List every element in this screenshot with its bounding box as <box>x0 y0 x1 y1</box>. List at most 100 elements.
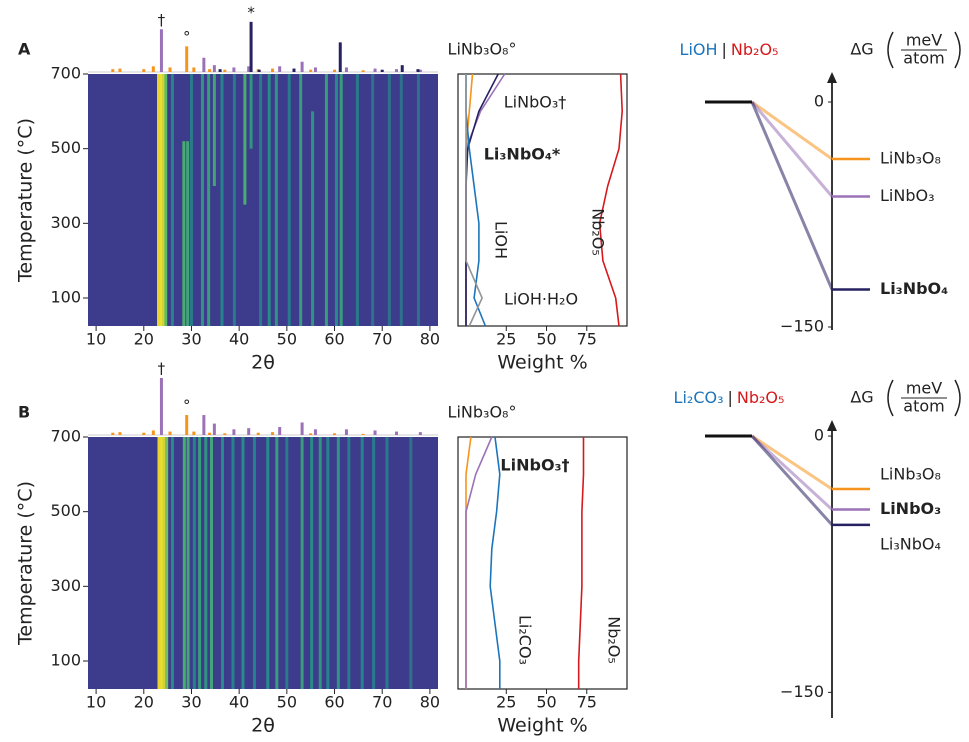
y-tick-label: 700 <box>50 64 81 83</box>
diffraction-streak <box>164 74 168 326</box>
phase-marker: ° <box>183 397 191 415</box>
diffraction-streak <box>157 74 163 326</box>
diffraction-streak <box>385 437 389 689</box>
reference-peak <box>361 70 365 72</box>
x-tick-label: 50 <box>536 693 556 712</box>
series-label: Nb₂O₅ <box>605 616 624 664</box>
series-label: LiNbO₃† <box>500 456 569 475</box>
reference-peak <box>418 69 422 72</box>
x-tick-label: 10 <box>86 693 106 712</box>
diffraction-streak <box>220 437 224 689</box>
diffraction-streak <box>299 74 303 326</box>
diffraction-streak <box>266 437 270 689</box>
diffraction-streak <box>186 437 190 689</box>
diffraction-streak <box>275 437 279 689</box>
diffraction-streak <box>259 74 263 326</box>
reactant: | <box>722 40 727 59</box>
diffraction-streak <box>200 74 204 326</box>
diffraction-streak <box>287 74 291 326</box>
y-axis-label: Temperature (°C) <box>15 481 37 646</box>
reference-peak <box>247 66 251 72</box>
reference-peak <box>300 422 304 435</box>
reference-peak <box>185 46 189 72</box>
x-tick-label: 70 <box>372 693 392 712</box>
diffraction-streak <box>220 74 224 326</box>
heatmap-background <box>88 437 438 689</box>
product-label: LiNb₃O₈ <box>880 465 941 484</box>
heatmap-background <box>88 74 438 326</box>
reaction-path <box>750 101 834 198</box>
reference-peak <box>212 65 216 72</box>
x-axis-label: Weight % <box>497 352 587 374</box>
reference-peak <box>338 42 342 72</box>
reference-peak <box>256 432 260 435</box>
y-tick-label: −150 <box>780 317 824 336</box>
product-label: LiNb₃O₈ <box>880 149 941 168</box>
reaction-path <box>750 434 834 511</box>
y-tick-label: 700 <box>50 427 81 446</box>
panel-label: A <box>18 40 31 59</box>
reference-peak <box>344 429 348 435</box>
reference-peak <box>202 57 206 72</box>
reaction-path <box>750 101 834 291</box>
diffraction-streak <box>212 74 216 186</box>
unit-numerator: meV <box>906 31 942 50</box>
y-tick-label: 0 <box>814 92 824 111</box>
diffraction-streak <box>336 437 340 689</box>
diffraction-streak <box>157 437 163 689</box>
x-tick-label: 50 <box>277 330 297 349</box>
reference-peak <box>418 432 422 435</box>
diffraction-streak <box>399 74 403 326</box>
reference-peak <box>344 67 348 72</box>
diffraction-streak <box>416 74 420 326</box>
reference-peak <box>373 68 377 72</box>
reference-peak <box>361 433 365 435</box>
reference-peak <box>271 68 275 72</box>
diffraction-streak <box>355 74 359 326</box>
weight-line <box>489 436 501 689</box>
plot-frame <box>457 436 628 690</box>
reference-peak <box>212 423 216 435</box>
reactant: Li₂CO₃ <box>674 388 724 407</box>
diffraction-streak <box>249 74 253 149</box>
diffraction-streak <box>204 437 208 689</box>
diffraction-streak <box>192 437 196 689</box>
reference-peak <box>223 69 227 72</box>
reactant: LiOH <box>680 40 718 59</box>
diffraction-streak <box>159 74 165 326</box>
diffraction-streak <box>243 74 247 205</box>
diffraction-streak <box>182 141 186 326</box>
weight-line <box>465 73 506 326</box>
diffraction-streak <box>409 437 413 689</box>
reference-peak <box>185 415 189 435</box>
reference-peak <box>208 69 212 72</box>
x-tick-label: 20 <box>134 693 154 712</box>
weight-line <box>465 74 483 327</box>
reference-peak <box>142 432 146 435</box>
diffraction-streak <box>274 74 278 326</box>
reaction-path <box>750 435 834 526</box>
reference-peak <box>292 68 296 72</box>
weight-line <box>465 436 493 689</box>
x-tick-label: 30 <box>181 693 201 712</box>
reference-peak <box>333 69 337 72</box>
diffraction-streak <box>311 111 315 326</box>
diffraction-streak <box>231 437 235 689</box>
reference-peak <box>395 431 399 435</box>
panel-label: B <box>18 403 30 422</box>
diffraction-streak <box>241 437 245 689</box>
reference-peak <box>232 429 236 435</box>
bracket <box>887 31 894 69</box>
reference-peak <box>416 69 420 72</box>
reference-peak <box>202 415 206 435</box>
x-tick-label: 75 <box>577 693 597 712</box>
x-tick-label: 70 <box>372 330 392 349</box>
energy-axis-label: ΔG <box>850 40 873 59</box>
x-tick-label: 60 <box>324 330 344 349</box>
reference-peak <box>118 68 122 72</box>
diffraction-streak <box>387 74 391 326</box>
reference-peak <box>313 67 317 72</box>
reference-peak <box>192 431 196 435</box>
energy-axis-label: ΔG <box>850 388 873 407</box>
